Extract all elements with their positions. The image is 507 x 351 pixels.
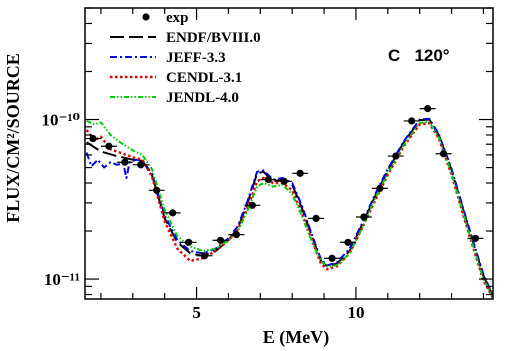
exp-data-point-21 bbox=[424, 105, 432, 113]
exp-data-point-2 bbox=[121, 158, 129, 166]
exp-data-point-18 bbox=[376, 184, 384, 193]
exp-data-point-3 bbox=[137, 161, 145, 169]
x-tick-label-10: 10 bbox=[347, 303, 364, 322]
exp-data-point-8 bbox=[216, 236, 225, 244]
y-axis-title: FLUX/CM²/SOURCE bbox=[3, 53, 23, 222]
exp-data-point-6 bbox=[184, 238, 193, 246]
exp-data-point-11 bbox=[264, 176, 272, 184]
exp-data-point-10 bbox=[248, 201, 256, 209]
exp-data-point-17 bbox=[360, 213, 368, 221]
exp-data-point-1 bbox=[105, 142, 113, 150]
exp-data-point-23 bbox=[471, 234, 480, 242]
y-tick-label-1: 10⁻¹⁰ bbox=[41, 111, 80, 130]
series-line-endf-bviii-0 bbox=[86, 118, 493, 297]
exp-data-point-12 bbox=[280, 177, 288, 185]
axis-ticks: 5 10 10⁻¹¹ 10⁻¹⁰ bbox=[41, 7, 493, 322]
plot-frame bbox=[84, 7, 494, 300]
legend-label-exp: exp bbox=[166, 10, 189, 26]
plot-annotation: C 120° bbox=[388, 46, 450, 65]
series-layer bbox=[85, 105, 493, 299]
series-line-jendl-4-0 bbox=[86, 119, 493, 298]
x-axis-title: E (MeV) bbox=[263, 327, 329, 348]
exp-data-point-20 bbox=[408, 117, 416, 125]
series-line-jeff-3-3 bbox=[85, 117, 493, 296]
exp-data-point-4 bbox=[153, 186, 161, 194]
legend-marker-exp bbox=[142, 13, 150, 21]
exp-data-point-5 bbox=[169, 209, 177, 217]
exp-data-point-22 bbox=[439, 150, 448, 158]
exp-data-point-14 bbox=[312, 214, 320, 223]
exp-data-point-19 bbox=[392, 152, 400, 160]
series-line-cendl-3-1 bbox=[85, 121, 493, 299]
exp-data-point-16 bbox=[344, 238, 352, 246]
legend-label-jendl-4-0: JENDL-4.0 bbox=[166, 90, 239, 106]
legend-label-cendl-3-1: CENDL-3.1 bbox=[166, 70, 242, 86]
legend: exp ENDF/BVIII.0 JEFF-3.3 CENDL-3.1 JENDL-4.… bbox=[110, 10, 261, 106]
exp-data-point-0 bbox=[89, 134, 97, 143]
legend-label-jeff-3-3: JEFF-3.3 bbox=[166, 50, 226, 66]
x-tick-label-5: 5 bbox=[192, 303, 201, 322]
plot-frame-rect bbox=[84, 7, 494, 300]
y-tick-label-0: 10⁻¹¹ bbox=[44, 270, 80, 289]
text-layer: E (MeV) FLUX/CM²/SOURCE C 120° bbox=[3, 46, 450, 348]
exp-data-point-15 bbox=[328, 254, 336, 262]
exp-data-point-7 bbox=[200, 252, 209, 260]
legend-label-endf-bviii-0: ENDF/BVIII.0 bbox=[166, 30, 261, 46]
exp-data-point-9 bbox=[232, 230, 241, 239]
exp-data-point-13 bbox=[296, 169, 304, 177]
